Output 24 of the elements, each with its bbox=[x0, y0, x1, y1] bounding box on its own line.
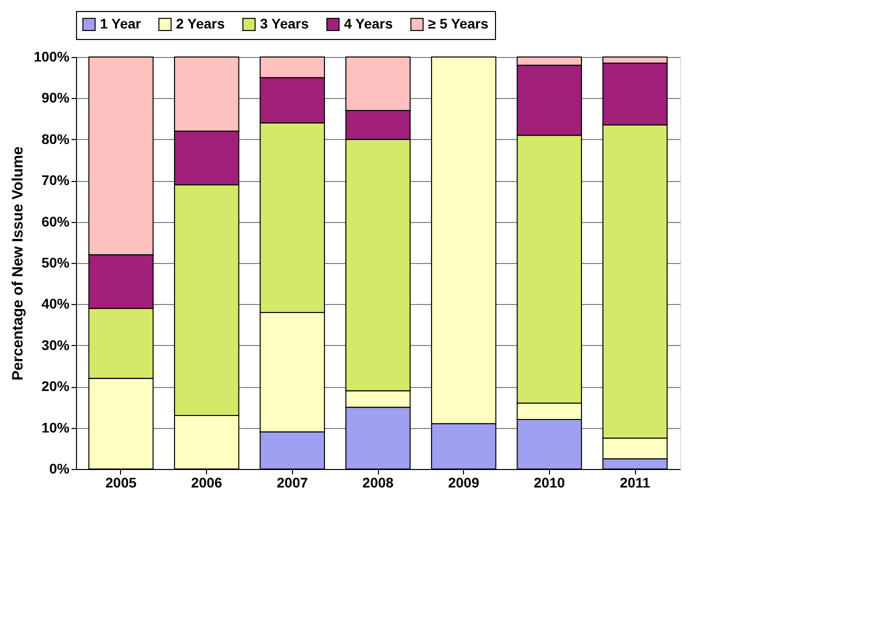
y-tick-label: 10% bbox=[41, 419, 70, 436]
x-tick-label: 2009 bbox=[448, 474, 480, 490]
y-tick-label: 0% bbox=[49, 460, 70, 476]
legend-label: ≥ 5 Years bbox=[428, 15, 489, 32]
y-tick-label: 20% bbox=[41, 378, 70, 394]
x-tick-label: 2007 bbox=[276, 474, 308, 490]
y-tick-label: 50% bbox=[41, 254, 70, 270]
legend-label: 1 Year bbox=[100, 15, 142, 32]
legend-label: 4 Years bbox=[344, 15, 394, 32]
x-tick-label: 2005 bbox=[105, 474, 137, 490]
y-tick-label: 100% bbox=[34, 48, 70, 64]
y-tick-label: 60% bbox=[41, 213, 70, 230]
legend-label: 3 Years bbox=[260, 15, 310, 32]
y-tick-label: 90% bbox=[41, 90, 70, 106]
x-tick-label: 2008 bbox=[362, 474, 394, 490]
x-tick-label: 2011 bbox=[620, 474, 650, 490]
y-tick-label: 30% bbox=[41, 336, 70, 353]
x-tick-label: 2006 bbox=[191, 474, 222, 490]
legend-label: 2 Years bbox=[176, 15, 226, 32]
y-tick-label: 70% bbox=[41, 172, 70, 188]
y-tick-label: 80% bbox=[41, 130, 70, 147]
y-tick-label: 40% bbox=[41, 296, 70, 312]
x-tick-label: 2010 bbox=[534, 474, 566, 490]
y-axis-title: Percentage of New Issue Volume bbox=[10, 146, 27, 380]
